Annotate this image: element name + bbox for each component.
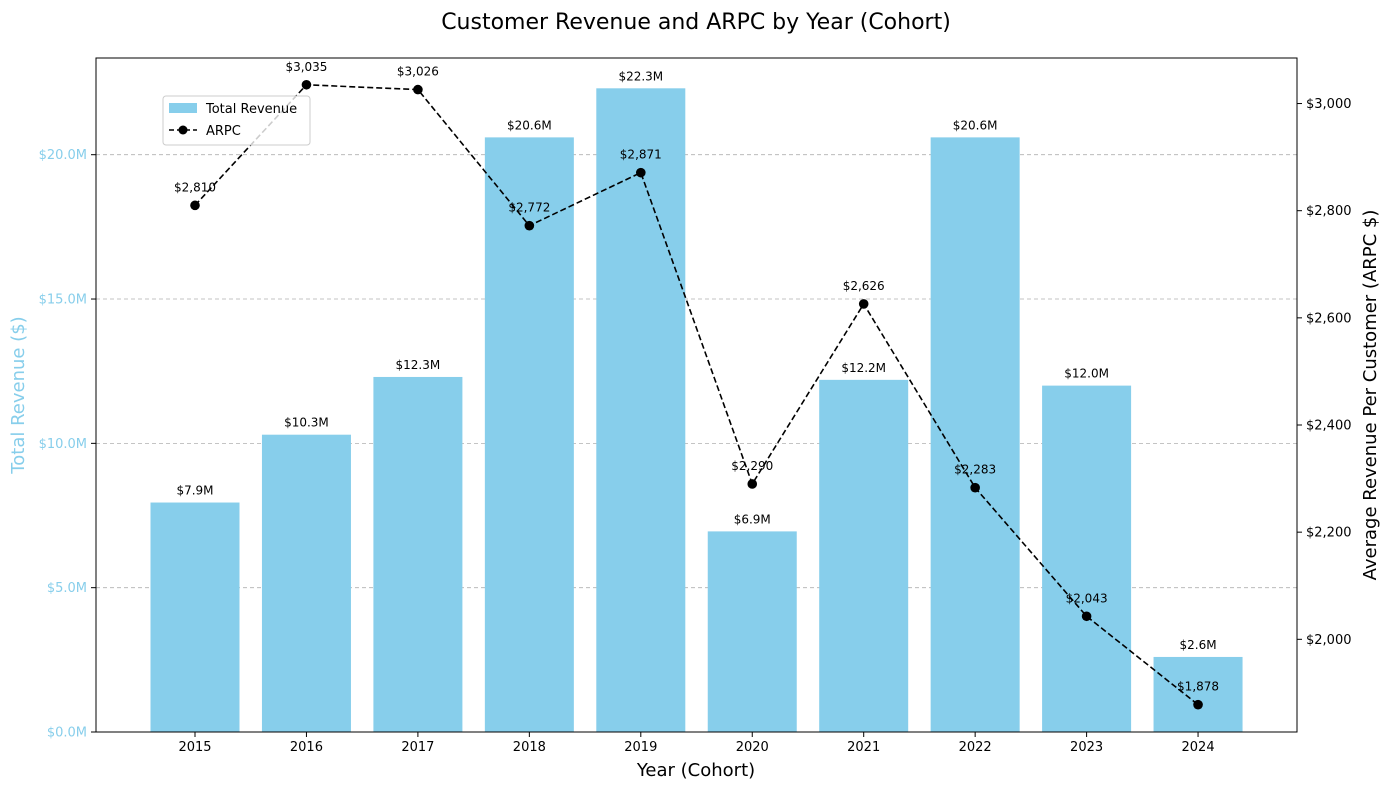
arpc-point-label: $1,878 <box>1177 680 1219 694</box>
arpc-point <box>1193 699 1203 710</box>
y2-tick-label: $2,000 <box>1306 633 1352 648</box>
revenue-bar <box>819 379 909 732</box>
x-axis: 2015 2016 2017 2018 2019 2020 2021 2022 2023 2024 <box>178 732 1215 755</box>
revenue-bar-label: $2.6M <box>1180 638 1217 652</box>
legend-swatch-total-revenue <box>169 103 197 113</box>
arpc-line <box>194 83 1199 706</box>
y2-tick-label: $2,600 <box>1306 311 1352 326</box>
arpc-point-label: $2,871 <box>620 148 662 162</box>
arpc-point-label: $3,026 <box>397 65 439 79</box>
x-tick-label: 2015 <box>178 740 211 755</box>
revenue-bar-label: $12.0M <box>1064 367 1109 381</box>
y-tick-label: $0.0M <box>47 726 87 741</box>
arpc-point <box>301 79 312 90</box>
x-tick-label: 2023 <box>1070 740 1103 755</box>
plot-frame <box>95 57 1298 733</box>
arpc-point-label: $2,772 <box>508 201 550 215</box>
y-tick-label: $5.0M <box>47 581 87 596</box>
revenue-bar-label: $10.3M <box>284 416 329 430</box>
arpc-point-label: $2,283 <box>954 463 996 477</box>
revenue-bar-label: $12.2M <box>841 361 886 375</box>
bar-series <box>150 88 1243 732</box>
x-tick-label: 2016 <box>290 740 323 755</box>
legend-label-arpc: ARPC <box>206 124 241 139</box>
arpc-point-label: $2,043 <box>1066 591 1108 605</box>
arpc-point-label: $2,290 <box>731 459 773 473</box>
x-tick-label: 2024 <box>1182 740 1215 755</box>
revenue-bar-label: $6.9M <box>734 512 771 526</box>
y-axis-left: $0.0M $5.0M $10.0M $15.0M $20.0M <box>39 148 96 741</box>
y-tick-label: $20.0M <box>39 148 87 163</box>
arpc-point <box>413 84 423 95</box>
arpc-point-label: $2,810 <box>174 180 216 194</box>
arpc-point-label: $3,035 <box>285 60 327 74</box>
y-axis-right: $2,000 $2,200 $2,400 $2,600 $2,800 $3,000 <box>1297 97 1352 648</box>
legend-swatch-arpc-marker <box>178 125 188 135</box>
x-tick-label: 2017 <box>401 740 434 755</box>
x-tick-label: 2021 <box>847 740 880 755</box>
arpc-point <box>858 299 869 309</box>
arpc-point <box>747 479 758 489</box>
x-tick-label: 2020 <box>736 740 769 755</box>
revenue-bar-label: $20.6M <box>507 118 552 132</box>
legend-label-total-revenue: Total Revenue <box>205 102 297 117</box>
revenue-bar <box>930 137 1020 732</box>
revenue-bar <box>707 531 797 732</box>
revenue-bar-label: $12.3M <box>396 358 441 372</box>
revenue-bar <box>261 434 351 732</box>
data-labels: $7.9M $10.3M $12.3M $20.6M $22.3M $6.9M $12.2M… <box>174 60 1219 694</box>
x-axis-label: Year (Cohort) <box>636 760 755 781</box>
revenue-bar <box>1042 385 1132 732</box>
y2-tick-label: $2,800 <box>1306 204 1352 219</box>
chart-title: Customer Revenue and ARPC by Year (Cohor… <box>441 10 951 35</box>
y-axis-label: Total Revenue ($) <box>8 316 29 474</box>
arpc-line-series <box>190 79 1203 710</box>
revenue-bar-label: $7.9M <box>176 484 213 498</box>
legend-box <box>162 95 311 146</box>
arpc-point <box>636 167 646 178</box>
x-tick-label: 2018 <box>513 740 546 755</box>
legend: Total Revenue ARPC <box>162 95 311 146</box>
y2-tick-label: $2,200 <box>1306 526 1352 541</box>
arpc-point <box>1081 611 1092 622</box>
arpc-point <box>524 220 535 231</box>
y2-axis-label: Average Revenue Per Customer (ARPC $) <box>1360 210 1381 581</box>
revenue-bar <box>1153 656 1243 732</box>
x-tick-label: 2019 <box>624 740 657 755</box>
revenue-bar-label: $20.6M <box>953 118 998 132</box>
revenue-bar <box>373 376 463 732</box>
x-tick-label: 2022 <box>959 740 992 755</box>
revenue-bar <box>596 88 686 732</box>
y-tick-label: $15.0M <box>39 293 87 308</box>
y-tick-label: $10.0M <box>39 437 87 452</box>
revenue-bar <box>484 137 574 732</box>
y2-tick-label: $2,400 <box>1306 419 1352 434</box>
arpc-point <box>970 482 980 493</box>
arpc-point <box>190 200 200 211</box>
y2-tick-label: $3,000 <box>1306 97 1352 112</box>
revenue-bar-label: $22.3M <box>618 69 663 83</box>
revenue-bar <box>150 502 240 732</box>
arpc-point-label: $2,626 <box>843 279 885 293</box>
